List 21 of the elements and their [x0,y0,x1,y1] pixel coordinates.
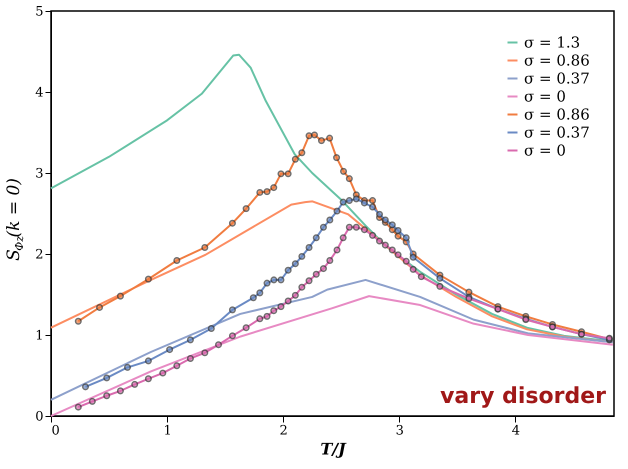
annotation: vary disorder [440,384,606,409]
y-tick-label: 1 [35,328,44,344]
y-tick-label: 3 [35,166,44,182]
x-tick-label: 0 [52,424,60,438]
y-tick-label: 5 [35,4,44,20]
legend-label: σ = 0.37 [524,124,590,142]
y-tick-label: 0 [35,410,44,424]
legend-label: σ = 0.86 [524,52,590,70]
x-tick-label: 3 [396,424,404,438]
legend-label: σ = 0.86 [524,106,590,124]
x-tick-label: 4 [512,424,520,438]
legend-label: σ = 0.37 [524,70,590,88]
y-tick-label: 2 [35,248,44,262]
y-axis-title: SΦz(k = 0) [4,178,26,261]
x-axis-title: T/J [320,440,348,458]
x-tick-label: 2 [280,424,288,438]
x-tick-label: 1 [163,424,172,438]
y-tick-label: 4 [35,86,44,100]
legend-label: σ = 0 [524,142,566,160]
legend-label: σ = 1.3 [524,34,580,52]
legend-label: σ = 0 [524,88,566,106]
